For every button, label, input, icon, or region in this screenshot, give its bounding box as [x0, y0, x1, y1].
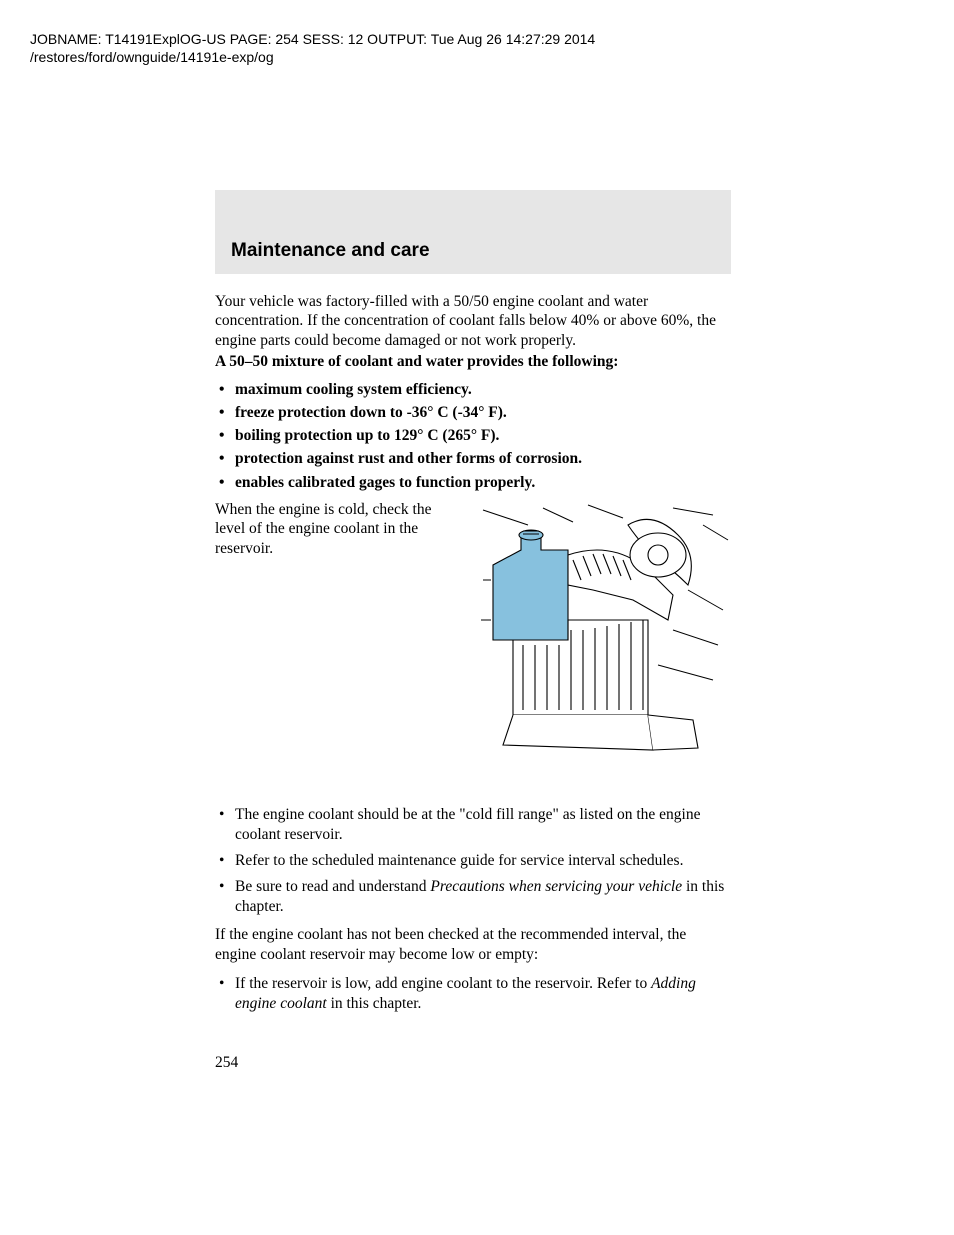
list-item: The engine coolant should be at the "col…: [215, 805, 731, 845]
job-header-line1: JOBNAME: T14191ExplOG-US PAGE: 254 SESS:…: [30, 30, 595, 48]
bold-intro: A 50–50 mixture of coolant and water pro…: [215, 352, 731, 371]
mid-paragraph: If the engine coolant has not been check…: [215, 925, 731, 964]
list-item: freeze protection down to -36° C (-34° F…: [215, 401, 731, 424]
job-header-line2: /restores/ford/ownguide/14191e-exp/og: [30, 48, 595, 66]
list-item: protection against rust and other forms …: [215, 447, 731, 470]
figure-caption: When the engine is cold, check the level…: [215, 500, 455, 558]
text-suffix: in this chapter.: [327, 995, 422, 1012]
figure-row: When the engine is cold, check the level…: [215, 500, 731, 765]
section-title: Maintenance and care: [231, 240, 715, 262]
text-prefix: If the reservoir is low, add engine cool…: [235, 975, 651, 992]
engine-diagram: [473, 500, 733, 765]
list-item: enables calibrated gages to function pro…: [215, 471, 731, 494]
list-item: maximum cooling system efficiency.: [215, 378, 731, 401]
list-item: Be sure to read and understand Precautio…: [215, 877, 731, 917]
coolant-check-list: The engine coolant should be at the "col…: [215, 805, 731, 918]
list-item: boiling protection up to 129° C (265° F)…: [215, 424, 731, 447]
list-item: If the reservoir is low, add engine cool…: [215, 974, 731, 1014]
text-prefix: Be sure to read and understand: [235, 878, 430, 895]
section-header-box: Maintenance and care: [215, 190, 731, 274]
page-number: 254: [215, 1054, 731, 1072]
text-italic: Precautions when servicing your vehicle: [430, 878, 682, 895]
page-content: Maintenance and care Your vehicle was fa…: [215, 190, 731, 1072]
job-header: JOBNAME: T14191ExplOG-US PAGE: 254 SESS:…: [30, 30, 595, 66]
list-item: Refer to the scheduled maintenance guide…: [215, 851, 731, 871]
intro-paragraph: Your vehicle was factory-filled with a 5…: [215, 292, 731, 350]
reservoir-low-list: If the reservoir is low, add engine cool…: [215, 974, 731, 1014]
mixture-benefits-list: maximum cooling system efficiency. freez…: [215, 378, 731, 494]
